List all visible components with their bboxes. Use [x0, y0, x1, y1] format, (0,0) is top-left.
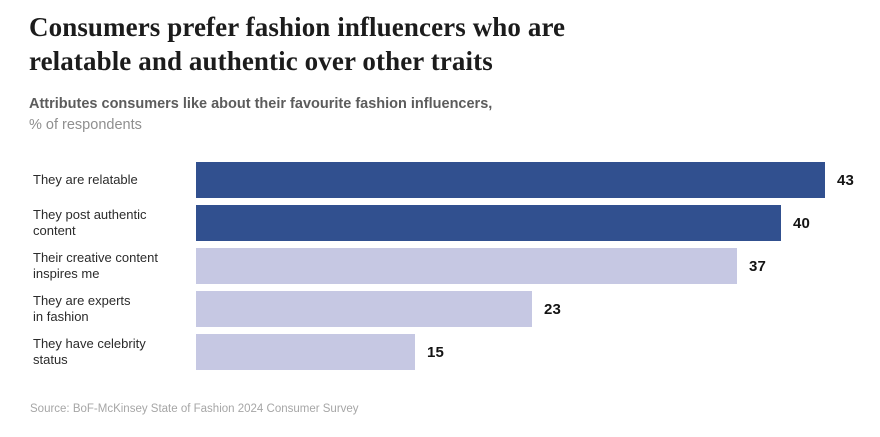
bar-category-label: They have celebrity status: [33, 335, 146, 368]
chart-row: They post authentic content 40: [33, 205, 880, 241]
bar-category-label: They are relatable: [33, 171, 138, 187]
bar: [196, 162, 825, 198]
bar-area: 43: [196, 162, 880, 198]
chart-header: Consumers prefer fashion influencers who…: [0, 0, 880, 136]
bar-value-label: 40: [793, 214, 811, 232]
bar-area: 23: [196, 291, 880, 327]
bar: [196, 334, 415, 370]
bar-area: 15: [196, 334, 880, 370]
chart-row: They are relatable 43: [33, 162, 880, 198]
bar-chart: They are relatable 43 They post authentic …: [0, 162, 880, 370]
chart-title-line-2: relatable and authentic over other trait…: [29, 46, 493, 76]
chart-row: They are experts in fashion 23: [33, 291, 880, 327]
bar-category-label: They are experts in fashion: [33, 292, 131, 325]
chart-row: They have celebrity status 15: [33, 334, 880, 370]
bar-value-label: 23: [544, 300, 562, 318]
source-note: Source: BoF-McKinsey State of Fashion 20…: [30, 403, 359, 415]
bar-value-label: 43: [837, 171, 855, 189]
chart-subtitle-line-1: Attributes consumers like about their fa…: [29, 96, 493, 112]
bar: [196, 205, 781, 241]
bar: [196, 248, 737, 284]
chart-title-line-1: Consumers prefer fashion influencers who…: [29, 12, 566, 42]
bar-value-label: 15: [427, 343, 445, 361]
bar-category-label: Their creative content inspires me: [33, 249, 159, 282]
bar-area: 40: [196, 205, 880, 241]
bar-value-label: 37: [749, 257, 767, 275]
chart-row: Their creative content inspires me 37: [33, 248, 880, 284]
chart-subtitle-line-2: % of respondents: [29, 117, 142, 133]
bar-category-label: They post authentic content: [33, 206, 147, 239]
bar: [196, 291, 532, 327]
chart-subtitle: Attributes consumers like about their fa…: [29, 94, 850, 136]
bar-area: 37: [196, 248, 880, 284]
chart-title: Consumers prefer fashion influencers who…: [29, 10, 850, 78]
